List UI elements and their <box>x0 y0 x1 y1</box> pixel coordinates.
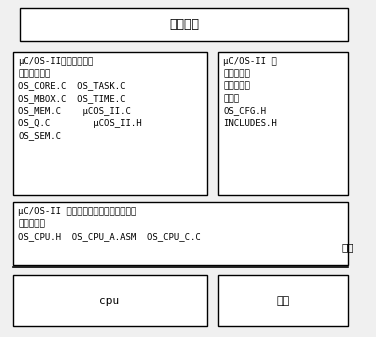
Text: μC/OS-II 移植代码文件（与处理器相关
的代码）：
OS_CPU.H  OS_CPU_A.ASM  OS_CPU_C.C: μC/OS-II 移植代码文件（与处理器相关 的代码）： OS_CPU.H OS… <box>18 207 201 241</box>
Text: μC/OS-II与处理器无关
的代码文件：
OS_CORE.C  OS_TASK.C
OS_MBOX.C  OS_TIME.C
OS_MEM.C    μCOS: μC/OS-II与处理器无关 的代码文件： OS_CORE.C OS_TASK.… <box>18 57 142 141</box>
FancyBboxPatch shape <box>218 52 349 195</box>
Text: cpu: cpu <box>100 296 120 306</box>
FancyBboxPatch shape <box>218 275 349 326</box>
Text: 硬件: 硬件 <box>276 296 290 306</box>
FancyBboxPatch shape <box>12 202 349 266</box>
FancyBboxPatch shape <box>12 275 207 326</box>
FancyBboxPatch shape <box>12 52 207 195</box>
FancyBboxPatch shape <box>20 8 349 41</box>
Text: 软件: 软件 <box>341 242 353 252</box>
Text: 应用软件: 应用软件 <box>169 18 199 31</box>
Text: μC/OS-II 设
置文件（与
应用相关的
代码）
OS_CFG.H
INCLUDES.H: μC/OS-II 设 置文件（与 应用相关的 代码） OS_CFG.H INCL… <box>223 57 277 128</box>
